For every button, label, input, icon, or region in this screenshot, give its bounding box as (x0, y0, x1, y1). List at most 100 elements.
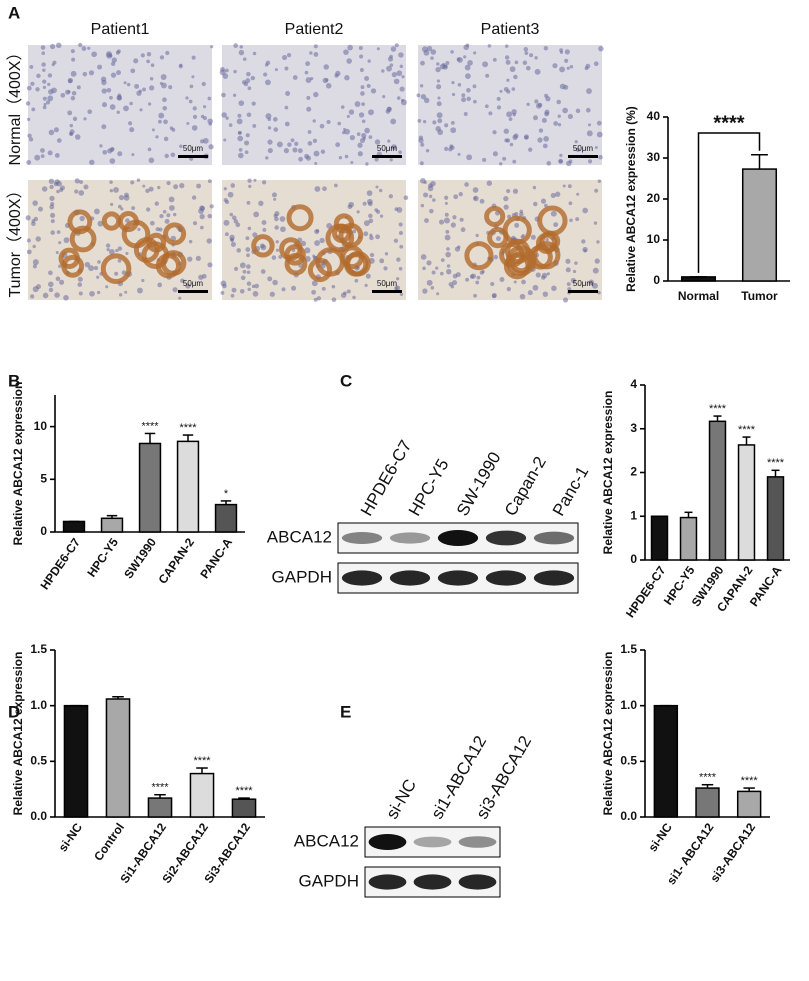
nucleus (506, 188, 511, 194)
nucleus (49, 43, 56, 50)
band (533, 570, 575, 586)
nucleus (307, 130, 312, 134)
nucleus (77, 276, 83, 282)
nucleus (512, 159, 517, 164)
nucleus (42, 85, 47, 89)
nucleus (362, 201, 367, 206)
nucleus (583, 249, 587, 253)
bar (708, 420, 727, 561)
nucleus (192, 221, 198, 226)
nucleus (265, 60, 271, 66)
nucleus (546, 272, 550, 276)
nucleus (444, 195, 449, 200)
scale-bar (372, 290, 402, 293)
nucleus (123, 81, 127, 85)
nucleus (368, 213, 373, 219)
nucleus (465, 73, 471, 79)
nucleus (394, 43, 399, 48)
nucleus (305, 77, 312, 83)
nucleus (142, 184, 146, 188)
nucleus (331, 297, 337, 302)
nucleus (291, 285, 297, 291)
nucleus (450, 222, 456, 228)
nucleus (344, 154, 349, 159)
nucleus (544, 93, 549, 98)
nucleus (83, 117, 87, 121)
nucleus (358, 112, 365, 118)
panel-letter: D (8, 702, 20, 721)
nucleus (189, 84, 194, 89)
nucleus (566, 66, 570, 70)
nucleus (542, 291, 549, 297)
bar (214, 503, 238, 533)
nucleus (362, 136, 366, 140)
significance: **** (738, 424, 756, 436)
nucleus (562, 184, 566, 188)
nucleus (56, 138, 62, 143)
nucleus (528, 147, 533, 152)
nucleus (91, 51, 97, 58)
nucleus (32, 286, 39, 293)
nucleus (63, 237, 70, 244)
nucleus (398, 222, 403, 227)
nucleus (341, 131, 346, 135)
nucleus (457, 57, 463, 63)
nucleus (252, 291, 259, 297)
nucleus (430, 180, 436, 187)
nucleus (569, 65, 574, 69)
nucleus (457, 83, 462, 87)
nucleus (445, 60, 450, 65)
nucleus (26, 249, 32, 255)
nucleus (101, 79, 107, 86)
nucleus (459, 217, 464, 222)
nucleus (179, 182, 185, 189)
nucleus (508, 117, 513, 121)
nucleus (424, 218, 429, 223)
nucleus (210, 45, 214, 49)
nucleus (466, 96, 471, 102)
nucleus (306, 95, 311, 100)
nucleus (70, 70, 77, 77)
y-axis-label: Relative ABCA12 expression (11, 652, 25, 816)
nucleus (446, 268, 452, 275)
nucleus (436, 112, 443, 119)
nucleus (223, 138, 227, 142)
y-tick-label: 30 (647, 150, 661, 164)
nucleus (566, 160, 572, 167)
nucleus (596, 240, 600, 244)
nucleus (248, 184, 252, 189)
bracket (697, 132, 761, 273)
nucleus (267, 276, 273, 282)
nucleus (56, 230, 61, 234)
nucleus (74, 178, 80, 184)
stain (509, 250, 533, 274)
nucleus (262, 227, 267, 232)
nucleus (499, 89, 503, 93)
nucleus (598, 155, 603, 160)
nucleus (169, 205, 175, 211)
nucleus (396, 207, 403, 213)
nucleus (96, 290, 101, 295)
nucleus (109, 104, 116, 110)
nucleus (154, 201, 159, 206)
nucleus (374, 157, 379, 162)
nucleus (570, 277, 576, 284)
nucleus (473, 99, 477, 104)
nucleus (556, 99, 561, 105)
nucleus (159, 55, 165, 60)
nucleus (450, 120, 455, 125)
nucleus (429, 208, 434, 214)
nucleus (314, 240, 320, 246)
nucleus (467, 60, 473, 66)
nucleus (319, 123, 325, 129)
nucleus (387, 139, 391, 143)
band (485, 570, 527, 586)
nucleus (422, 120, 427, 124)
nucleus (273, 197, 277, 201)
nucleus (364, 127, 370, 134)
nucleus (260, 244, 267, 251)
nucleus (374, 139, 381, 145)
y-tick-label: 0 (630, 552, 637, 566)
nucleus (31, 221, 36, 227)
nucleus (557, 114, 561, 118)
